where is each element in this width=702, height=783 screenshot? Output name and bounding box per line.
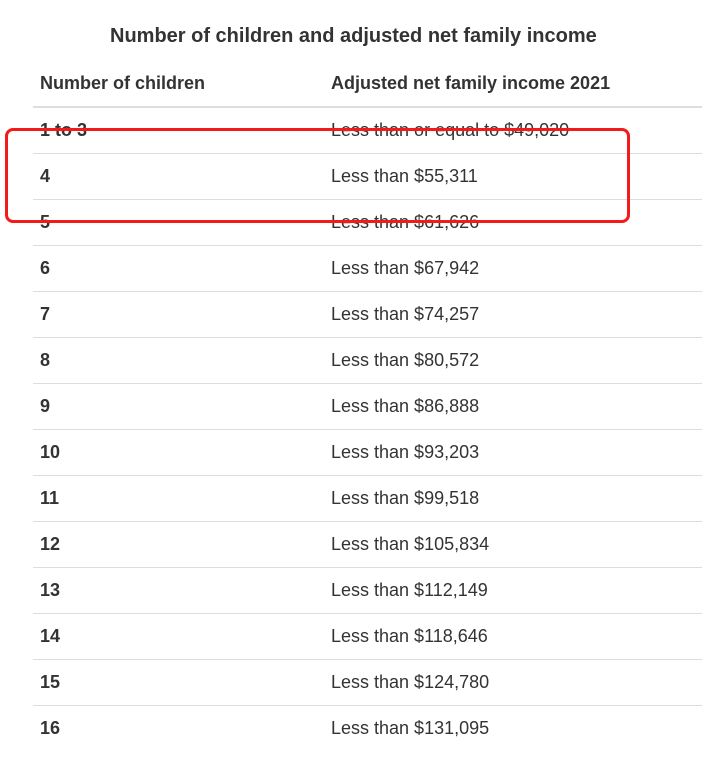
row-children-cell: 7 [33,291,324,338]
row-children-cell: 9 [33,383,324,430]
table-row: 13 Less than $112,149 [33,567,702,614]
row-children-cell: 5 [33,199,324,246]
table-row: 6 Less than $67,942 [33,245,702,292]
row-income-cell: Less than $80,572 [324,337,702,384]
table-row: 10 Less than $93,203 [33,429,702,476]
row-children-cell: 10 [33,429,324,476]
table-row: 12 Less than $105,834 [33,521,702,568]
row-income-cell: Less than $86,888 [324,383,702,430]
page-title: Number of children and adjusted net fami… [110,25,597,47]
row-income-cell: Less than $93,203 [324,429,702,476]
table-row: 11 Less than $99,518 [33,475,702,522]
children-income-table: Number of children Adjusted net family i… [33,63,702,751]
row-income-cell: Less than $131,095 [331,718,490,738]
table-header: Number of children Adjusted net family i… [33,63,702,108]
row-children-cell: 15 [33,659,324,706]
table-row: 1 to 3 Less than or equal to $49,020 [33,107,702,154]
table-row: 7 Less than $74,257 [33,291,702,338]
row-children-cell: 1 to 3 [33,107,324,154]
row-children-cell: 12 [33,521,324,568]
row-income-cell: Less than $124,780 [324,659,702,706]
row-income-cell: Less than or equal to $49,020 [324,107,702,154]
row-children-cell: 6 [33,245,324,292]
table-row: 9 Less than $86,888 [33,383,702,430]
row-income-cell: Less than $67,942 [324,245,702,292]
table-row: 8 Less than $80,572 [33,337,702,384]
column-header-adjusted-income: Adjusted net family income 2021 [324,63,702,108]
row-income-cell: Less than $118,646 [324,613,702,660]
row-income-cell: Less than $112,149 [324,567,702,614]
row-children-cell: 14 [33,613,324,660]
table-row: 5 Less than $61,626 [33,199,702,246]
table-row: 14 Less than $118,646 [33,613,702,660]
table-row: 16 Less than $131,095 [33,706,702,752]
table-body: 1 to 3 Less than or equal to $49,020 4 Less… [33,107,702,751]
row-children-cell: 4 [33,153,324,200]
row-income-cell: Less than $55,311 [324,153,702,200]
table-row: 15 Less than $124,780 [33,659,702,706]
row-income-cell: Less than $99,518 [324,475,702,522]
row-income-cell: Less than $74,257 [324,291,702,338]
table-row: 4 Less than $55,311 [33,153,702,200]
row-children-cell: 13 [33,567,324,614]
row-children-cell: 16 [40,718,61,738]
row-income-cell: Less than $105,834 [324,521,702,568]
column-header-number-of-children: Number of children [33,63,324,108]
row-children-cell: 11 [33,475,324,522]
table-header-row: Number of children Adjusted net family i… [33,63,702,108]
row-children-cell: 8 [33,337,324,384]
row-income-cell: Less than $61,626 [324,199,702,246]
